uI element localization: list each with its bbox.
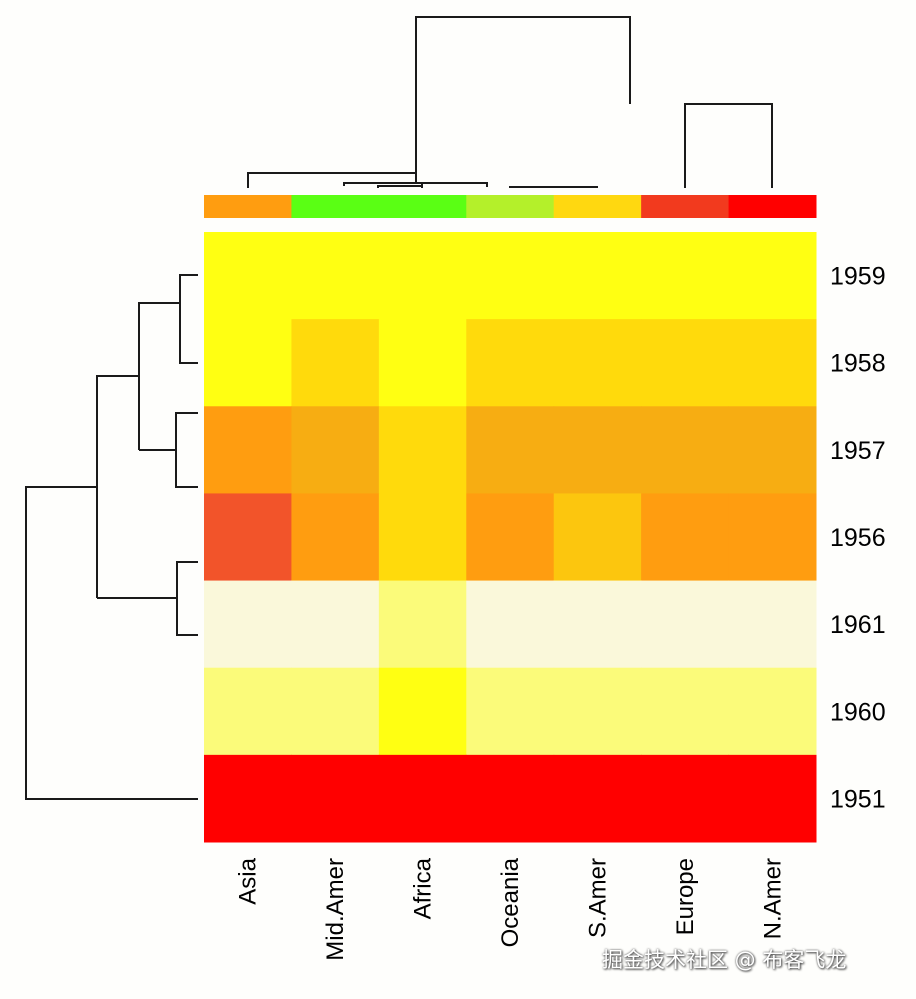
watermark: 掘金技术社区 @ 布客飞龙 <box>602 948 847 972</box>
heatmap-cell-1961-Mid.Amer <box>291 580 380 669</box>
heatmap-cell-1951-N.Amer <box>728 754 817 843</box>
heatmap-cell-1961-Europe <box>641 580 730 669</box>
heatmap-cell-1959-S.Amer <box>553 232 642 320</box>
heatmap-cell-1957-Mid.Amer <box>291 406 380 494</box>
row-label: 1959 <box>830 263 886 291</box>
column-label: Europe <box>672 858 699 935</box>
row-dendrogram <box>25 274 198 800</box>
heatmap-cell-1958-Africa <box>378 319 467 407</box>
heatmap-cell-1957-Asia <box>204 406 292 494</box>
heatmap-cell-1960-Asia <box>204 667 292 756</box>
column-label: Mid.Amer <box>322 858 349 961</box>
heatmap-cell-1959-Asia <box>204 232 292 320</box>
heatmap-cells <box>204 232 817 843</box>
heatmap-cell-1961-Asia <box>204 580 292 669</box>
heatmap-cell-1961-S.Amer <box>553 580 642 669</box>
heatmap-cell-1956-Asia <box>204 493 292 582</box>
column-labels: Asia Mid.Amer Africa Oceania S.Amer Europe N.A… <box>235 857 787 960</box>
heatmap-cell-1956-Mid.Amer <box>291 493 380 582</box>
heatmap-cell-1956-Oceania <box>466 493 555 582</box>
heatmap-cell-1960-Oceania <box>466 667 555 756</box>
row-label: 1956 <box>830 524 886 552</box>
heatmap-cell-1957-N.Amer <box>728 406 817 494</box>
heatmap-cell-1959-N.Amer <box>728 232 817 320</box>
heatmap-cell-1961-N.Amer <box>728 580 817 669</box>
side-color-Mid.Amer <box>291 195 380 218</box>
heatmap-cell-1959-Africa <box>378 232 467 320</box>
heatmap-cell-1960-S.Amer <box>553 667 642 756</box>
heatmap-cell-1957-Europe <box>641 406 730 494</box>
heatmap-cell-1961-Africa <box>378 580 467 669</box>
heatmap-cell-1960-Mid.Amer <box>291 667 380 756</box>
side-color-Oceania <box>466 195 555 218</box>
heatmap-cell-1958-Asia <box>204 319 292 407</box>
heatmap-cell-1957-Africa <box>378 406 467 494</box>
column-label: S.Amer <box>584 858 611 938</box>
row-label: 1957 <box>830 437 886 465</box>
heatmap-cell-1958-Oceania <box>466 319 555 407</box>
heatmap-cell-1958-Mid.Amer <box>291 319 380 407</box>
heatmap-cell-1959-Europe <box>641 232 730 320</box>
heatmap-cell-1951-Mid.Amer <box>291 754 380 843</box>
column-label: Asia <box>235 857 262 904</box>
heatmap-cell-1961-Oceania <box>466 580 555 669</box>
side-color-Africa <box>378 195 467 218</box>
heatmap-cell-1960-N.Amer <box>728 667 817 756</box>
row-label: 1961 <box>830 611 886 639</box>
side-color-S.Amer <box>553 195 642 218</box>
heatmap-cell-1951-Europe <box>641 754 730 843</box>
heatmap-cell-1959-Oceania <box>466 232 555 320</box>
heatmap-cell-1951-S.Amer <box>553 754 642 843</box>
column-label: Africa <box>410 857 437 919</box>
heatmap-cell-1957-Oceania <box>466 406 555 494</box>
side-color-Asia <box>204 195 292 218</box>
column-side-colors <box>204 195 817 218</box>
heatmap-cell-1951-Asia <box>204 754 292 843</box>
heatmap-cell-1951-Africa <box>378 754 467 843</box>
heatmap-cell-1956-N.Amer <box>728 493 817 582</box>
row-label: 1951 <box>830 785 886 813</box>
side-color-Europe <box>641 195 730 218</box>
heatmap-cell-1960-Europe <box>641 667 730 756</box>
row-label: 1960 <box>830 698 886 726</box>
side-color-N.Amer <box>728 195 817 218</box>
column-label: N.Amer <box>759 858 786 939</box>
column-label: Oceania <box>497 857 524 947</box>
row-labels: 1959 1958 1957 1956 1961 1960 1951 <box>830 263 886 814</box>
heatmap-cell-1959-Mid.Amer <box>291 232 380 320</box>
heatmap-cell-1956-Africa <box>378 493 467 582</box>
heatmap-cell-1958-Europe <box>641 319 730 407</box>
heatmap-cell-1957-S.Amer <box>553 406 642 494</box>
heatmap-cell-1956-S.Amer <box>553 493 642 582</box>
column-dendrogram <box>247 16 773 188</box>
heatmap-cell-1960-Africa <box>378 667 467 756</box>
heatmap-cell-1958-S.Amer <box>553 319 642 407</box>
heatmap-cell-1951-Oceania <box>466 754 555 843</box>
heatmap-cell-1956-Europe <box>641 493 730 582</box>
heatmap-cell-1958-N.Amer <box>728 319 817 407</box>
row-label: 1958 <box>830 350 886 378</box>
